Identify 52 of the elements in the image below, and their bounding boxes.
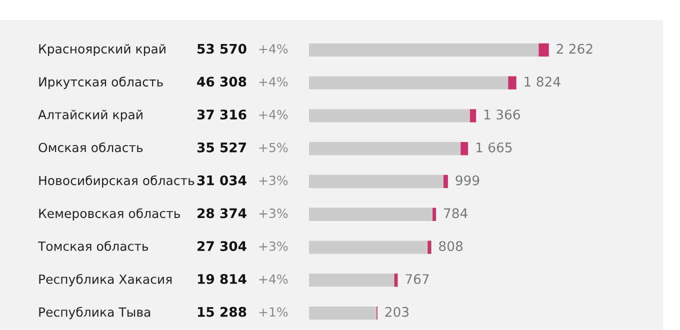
- bar: [460, 142, 468, 156]
- data-label: 767: [406, 274, 429, 284]
- y-tick-label: Кемеровская область: [39, 208, 180, 221]
- y-tick-label: Новосибирская область: [39, 175, 194, 188]
- y-tick-label: Красноярский край: [39, 44, 166, 56]
- bar: [508, 76, 516, 90]
- text: +4%: [259, 44, 288, 54]
- bar: [538, 43, 549, 57]
- y-tick-label: Алтайский край: [38, 110, 142, 122]
- text: +3%: [259, 176, 288, 186]
- data-label: 203: [385, 306, 409, 317]
- text: +4%: [259, 274, 288, 284]
- data-label: 2 262: [556, 44, 592, 54]
- bar: [309, 76, 508, 90]
- bar: [309, 306, 377, 320]
- bar: [432, 208, 436, 221]
- bar: [309, 240, 428, 254]
- y-tick-label: Республика Тыва: [39, 306, 150, 320]
- bar: [309, 208, 433, 221]
- data-label: 1 824: [524, 76, 560, 87]
- bar: [309, 174, 444, 188]
- text: +4%: [259, 77, 288, 86]
- text: +1%: [259, 307, 288, 317]
- bar: [470, 109, 476, 122]
- text: +4%: [259, 110, 288, 120]
- bar: [309, 43, 539, 57]
- text: 53 570: [198, 44, 246, 54]
- text: 46 308: [197, 76, 246, 87]
- text: +5%: [259, 142, 288, 152]
- bar: [443, 174, 448, 188]
- text: +3%: [259, 208, 288, 218]
- bar: [428, 240, 432, 254]
- data-label: 1 665: [476, 142, 512, 152]
- y-tick-label: Томская область: [38, 241, 148, 251]
- text: 28 374: [198, 208, 246, 218]
- text: 35 527: [197, 142, 246, 152]
- text: 27 304: [198, 241, 246, 252]
- text: 15 288: [198, 306, 246, 317]
- data-label: 808: [439, 241, 462, 252]
- text: +3%: [259, 241, 288, 251]
- data-label: 1 366: [484, 110, 520, 120]
- bar: [309, 109, 470, 122]
- y-tick-label: Иркутская область: [39, 76, 163, 89]
- y-tick-label: Омская область: [38, 142, 143, 152]
- y-tick-label: Республика Хакасия: [39, 274, 172, 286]
- text: 31 034: [197, 175, 246, 186]
- text: 37 316: [197, 110, 246, 120]
- bar: [309, 274, 394, 287]
- data-label: 999: [456, 175, 480, 186]
- bar: [309, 142, 461, 156]
- data-label: 784: [444, 208, 468, 218]
- text: 19 814: [198, 274, 246, 284]
